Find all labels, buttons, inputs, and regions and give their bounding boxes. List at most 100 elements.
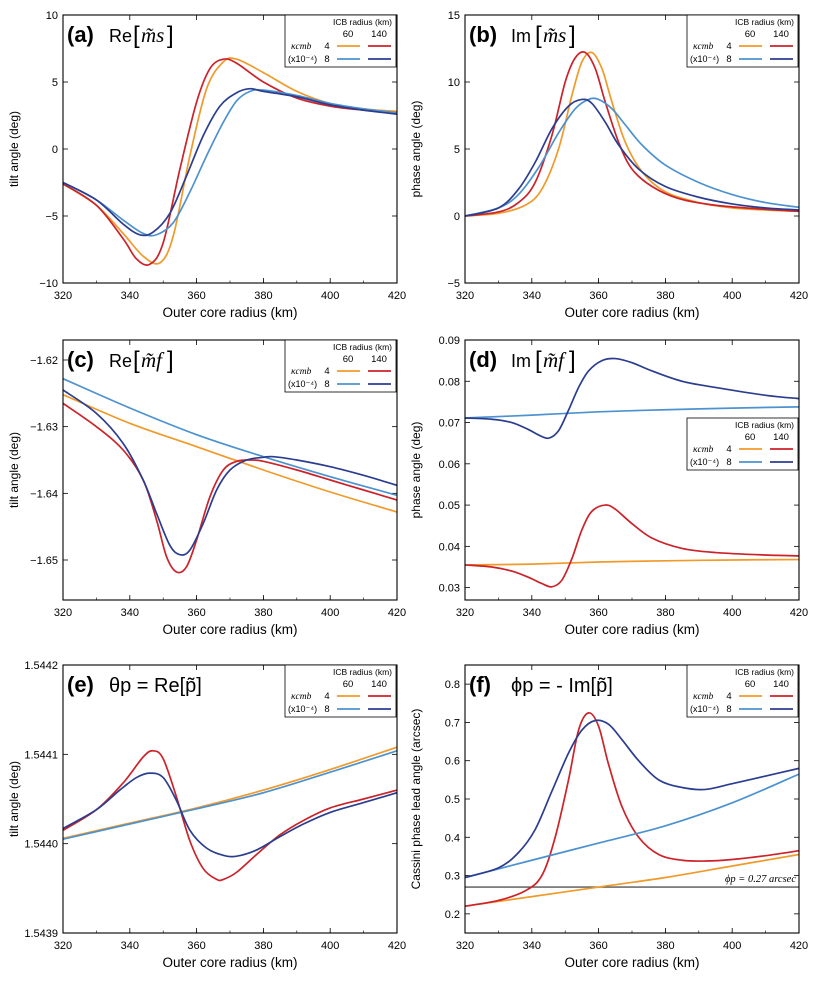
series-line-k4-icb140 — [465, 51, 799, 217]
x-tick-label: 340 — [523, 290, 541, 302]
series-line-k4-icb140 — [63, 402, 397, 574]
legend-kappa-4: 4 — [324, 41, 329, 52]
x-tick-label: 380 — [254, 290, 272, 302]
legend-col-60: 60 — [343, 679, 354, 690]
panel-label: (d) — [469, 347, 497, 372]
x-tick-label: 320 — [456, 290, 474, 302]
x-tick-label: 360 — [187, 290, 205, 302]
legend-kappa-8: 8 — [324, 379, 329, 390]
legend-kappa-label: κcmb — [291, 42, 312, 52]
legend: ICB radius (km) 60 140 κcmb 4 (x10⁻⁴) 8 — [284, 664, 397, 718]
y-tick-label: 10 — [448, 77, 460, 89]
x-tick-label: 340 — [121, 607, 139, 619]
panel-title-bracket-open: [ — [133, 22, 140, 49]
y-tick-label: 0.04 — [439, 541, 460, 553]
x-tick-label: 380 — [656, 290, 674, 302]
panel-title-symbol: m̃s — [543, 23, 566, 47]
legend-kappa-4: 4 — [324, 366, 329, 377]
panel-title-bracket-close: ] — [569, 22, 576, 49]
y-tick-label: 0.05 — [439, 500, 460, 512]
series-line-k4-icb60 — [63, 393, 397, 513]
plot-frame — [464, 664, 800, 934]
legend-title: ICB radius (km) — [735, 17, 794, 27]
panel-title: ϕp = - Im[p̃] — [511, 675, 613, 697]
x-tick-label: 400 — [723, 940, 741, 952]
series-line-k4-icb140 — [465, 504, 799, 588]
series-line-k8-icb140 — [63, 87, 397, 237]
x-axis-label: Outer core radius (km) — [564, 955, 699, 970]
x-tick-label: 420 — [388, 940, 406, 952]
x-axis-label: Outer core radius (km) — [564, 305, 699, 320]
legend-kappa-8: 8 — [324, 704, 329, 715]
panel-label: (c) — [67, 347, 94, 372]
x-tick-label: 340 — [121, 290, 139, 302]
series-line-k8-icb140 — [465, 98, 799, 217]
panel-e: 320 340 360 380 400 420 1.5439 1.5440 1.5441 1.54… — [7, 660, 406, 970]
y-axis-label: phase angle (deg) — [409, 101, 423, 198]
legend-title: ICB radius (km) — [735, 420, 794, 430]
y-tick-label: 0.06 — [439, 459, 460, 471]
y-tick-label: 5 — [52, 77, 58, 89]
legend-kappa-8: 8 — [324, 54, 329, 65]
panel-title-prefix: Re — [109, 26, 132, 46]
y-tick-label: −5 — [447, 278, 460, 290]
x-tick-label: 420 — [790, 290, 808, 302]
series-group — [63, 57, 397, 266]
y-tick-label: −1.63 — [30, 422, 58, 434]
legend-col-60: 60 — [343, 29, 354, 40]
legend-col-140: 140 — [371, 679, 387, 690]
x-axis-label: Outer core radius (km) — [162, 622, 297, 637]
legend-title: ICB radius (km) — [333, 667, 392, 677]
series-line-k8-icb60 — [63, 749, 397, 841]
series-line-k4-icb60 — [63, 746, 397, 840]
plot-frame — [464, 339, 800, 601]
series-line-k8-icb60 — [465, 406, 799, 419]
series-line-k4-icb60 — [465, 558, 799, 566]
legend-kappa-label: κcmb — [693, 692, 714, 702]
panel-title-bracket-close: ] — [167, 22, 174, 49]
series-line-k8-icb140 — [465, 357, 799, 440]
panel-title-bracket-open: [ — [535, 347, 542, 374]
series-line-k4-icb140 — [465, 712, 799, 908]
series-line-k8-icb60 — [63, 377, 397, 497]
legend-scale-label: (x10⁻⁴) — [690, 457, 719, 467]
y-tick-label: 0.09 — [439, 335, 460, 347]
y-tick-label: 0.8 — [445, 679, 460, 691]
x-tick-label: 400 — [723, 290, 741, 302]
y-tick-label: −10 — [39, 278, 58, 290]
panel-c: 320 340 360 380 400 420 −1.65 −1.64 −1.63 −1.62 Ou… — [7, 339, 406, 637]
legend-kappa-8: 8 — [726, 457, 731, 468]
series-group — [63, 746, 397, 882]
legend-kappa-label: κcmb — [693, 445, 714, 455]
x-tick-label: 400 — [321, 940, 339, 952]
legend-col-140: 140 — [371, 354, 387, 365]
reference-line-label: ϕp = 0.27 arcsec — [725, 874, 796, 885]
plot-frame — [62, 339, 398, 601]
y-tick-label: 10 — [46, 10, 58, 22]
series-line-k8-icb140 — [63, 389, 397, 556]
series-group — [465, 51, 799, 217]
x-axis-label: Outer core radius (km) — [564, 622, 699, 637]
panel-title-symbol: m̃s — [141, 23, 164, 47]
legend-col-140: 140 — [371, 29, 387, 40]
x-tick-label: 380 — [656, 940, 674, 952]
series-line-k8-icb140 — [465, 719, 799, 879]
legend-kappa-4: 4 — [726, 444, 731, 455]
x-tick-label: 360 — [589, 607, 607, 619]
x-tick-label: 320 — [54, 940, 72, 952]
legend: ICB radius (km) 60 140 κcmb 4 (x10⁻⁴) 8 — [686, 14, 799, 68]
y-tick-label: 0.4 — [445, 832, 460, 844]
y-tick-label: 0.5 — [445, 794, 460, 806]
y-tick-label: 0.2 — [445, 909, 460, 921]
x-tick-label: 400 — [723, 607, 741, 619]
y-axis-label: tilt angle (deg) — [7, 432, 21, 508]
x-tick-label: 420 — [388, 290, 406, 302]
series-line-k8-icb140 — [63, 772, 397, 858]
legend-kappa-4: 4 — [324, 691, 329, 702]
y-axis-label: phase angle (deg) — [409, 422, 423, 519]
panel-label: (e) — [67, 672, 94, 697]
series-line-k4-icb60 — [63, 57, 397, 265]
legend-kappa-label: κcmb — [693, 42, 714, 52]
y-tick-label: 15 — [448, 10, 460, 22]
legend-col-140: 140 — [773, 29, 789, 40]
